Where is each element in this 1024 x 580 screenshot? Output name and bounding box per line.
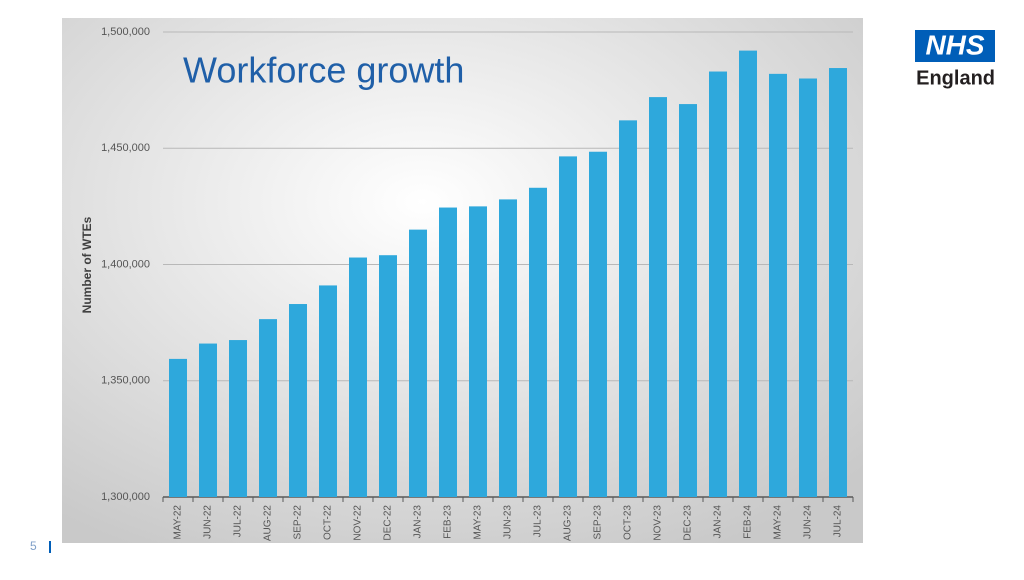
x-tick-label: JUN-24 <box>803 505 814 539</box>
x-tick-label: JUL-23 <box>533 505 544 538</box>
bar <box>169 358 187 497</box>
x-tick-label: SEP-22 <box>293 505 304 540</box>
y-tick-label: 1,350,000 <box>101 375 150 387</box>
x-tick-label: MAY-23 <box>473 505 484 540</box>
x-tick-label: JUL-22 <box>233 505 244 538</box>
x-tick-label: OCT-22 <box>323 505 334 540</box>
bar <box>349 257 367 497</box>
y-tick-label: 1,500,000 <box>101 26 150 38</box>
bar <box>229 340 247 497</box>
x-tick-label: FEB-23 <box>443 505 454 539</box>
x-tick-label: JUN-22 <box>203 505 214 539</box>
y-axis-label: Number of WTEs <box>80 216 94 313</box>
x-tick-label: NOV-23 <box>653 505 664 541</box>
x-tick-label: NOV-22 <box>353 505 364 541</box>
bar <box>439 207 457 497</box>
bar <box>829 68 847 497</box>
bar <box>499 199 517 497</box>
x-tick-label: JUL-24 <box>833 505 844 538</box>
chart-panel <box>62 18 863 543</box>
bar <box>589 151 607 498</box>
x-tick-label: DEC-23 <box>683 505 694 541</box>
y-tick-label: 1,400,000 <box>101 258 150 270</box>
bar <box>469 206 487 497</box>
logo-mark: NHS <box>925 29 984 60</box>
bar <box>559 156 577 497</box>
x-tick-label: DEC-22 <box>383 505 394 541</box>
x-tick-label: JAN-23 <box>413 505 424 539</box>
bar <box>679 104 697 497</box>
x-tick-label: JAN-24 <box>713 505 724 539</box>
bar <box>199 343 217 497</box>
y-tick-label: 1,300,000 <box>101 491 150 503</box>
bar <box>799 78 817 497</box>
y-tick-label: 1,450,000 <box>101 142 150 154</box>
x-tick-label: FEB-24 <box>743 505 754 539</box>
bar <box>649 97 667 497</box>
x-tick-label: OCT-23 <box>623 505 634 540</box>
bar <box>259 319 277 497</box>
bar <box>739 50 757 497</box>
x-tick-label: MAY-22 <box>173 505 184 540</box>
bar <box>379 255 397 497</box>
bar <box>409 229 427 497</box>
logo-box <box>915 30 995 62</box>
bar <box>319 285 337 497</box>
bar <box>529 187 547 497</box>
x-tick-label: JUN-23 <box>503 505 514 539</box>
bar <box>769 73 787 497</box>
x-tick-label: SEP-23 <box>593 505 604 540</box>
nhs-logo: NHS England <box>915 29 995 89</box>
bar <box>619 120 637 497</box>
logo-text: England <box>916 67 995 89</box>
x-tick-label: MAY-24 <box>773 505 784 540</box>
page-number: 5 <box>30 539 37 553</box>
x-tick-label: AUG-23 <box>563 505 574 542</box>
bar <box>709 71 727 498</box>
x-tick-label: AUG-22 <box>263 505 274 542</box>
chart-title: Workforce growth <box>183 50 464 91</box>
bar <box>289 304 307 497</box>
plot: 1,300,000 1,350,000 1,400,000 1,450,000 1,50… <box>101 26 854 542</box>
